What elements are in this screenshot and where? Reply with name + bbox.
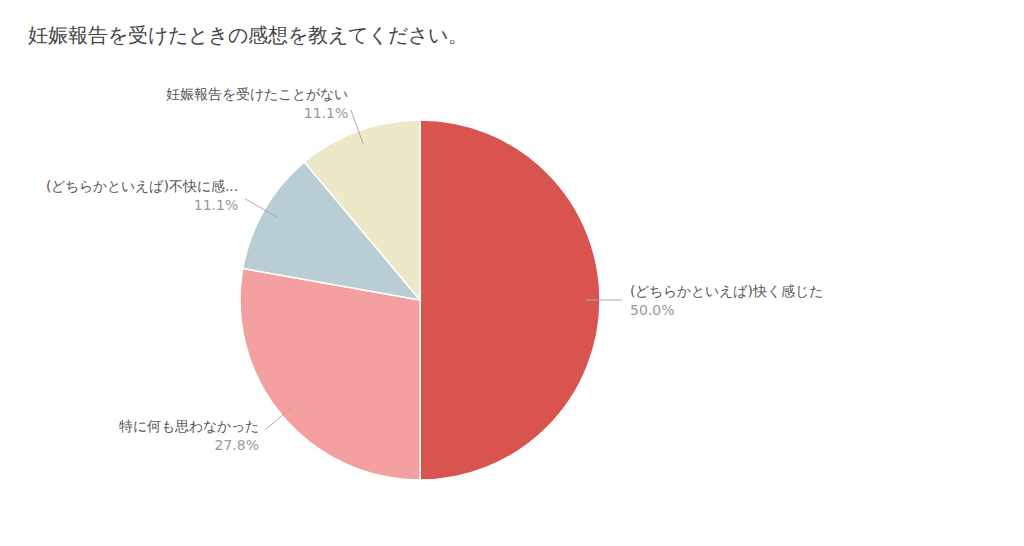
chart-container: 妊娠報告を受けたときの感想を教えてください。 (どちらかといえば)快く感じた 50.…: [0, 0, 1024, 546]
slice-label: 妊娠報告を受けたことがない: [166, 86, 348, 102]
slice-label: (どちらかといえば)不快に感...: [46, 178, 238, 194]
data-label: 27.8%: [215, 437, 259, 453]
slice-label: (どちらかといえば)快く感じた: [630, 283, 823, 299]
slice-label: 特に何も思わなかった: [119, 418, 259, 434]
labels: (どちらかといえば)快く感じた 50.0% 特に何も思わなかった 27.8% (どちらか…: [46, 86, 823, 453]
title: 妊娠報告を受けたときの感想を教えてください。: [28, 23, 468, 47]
data-label: 50.0%: [630, 302, 674, 318]
pie-slice: [420, 120, 600, 480]
chart: 妊娠報告を受けたときの感想を教えてください。 (どちらかといえば)快く感じた 50.…: [0, 0, 1024, 546]
pie-slice: [304, 120, 420, 300]
data-label: 11.1%: [194, 197, 238, 213]
connector: [265, 406, 293, 429]
slices: [240, 120, 600, 480]
connector: [245, 199, 277, 217]
pie-slice: [240, 268, 420, 480]
connector: [351, 110, 363, 144]
connector: [586, 300, 622, 301]
data-label: 11.1%: [304, 105, 348, 121]
background: [0, 0, 1024, 546]
